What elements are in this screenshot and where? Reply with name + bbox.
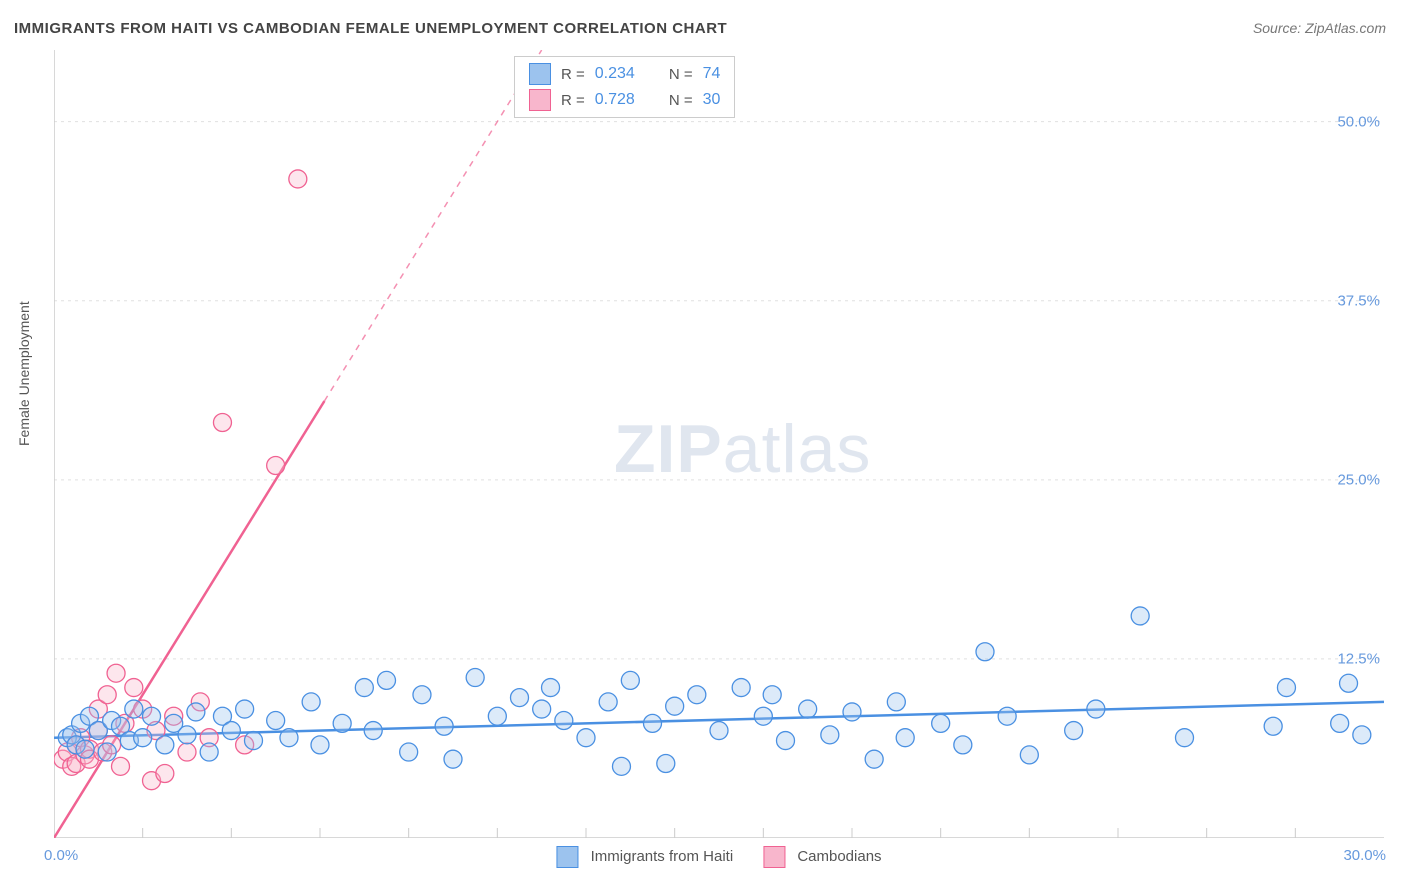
chart-svg [54, 50, 1384, 838]
legend-row-cambodians: R = 0.728 N = 30 [529, 89, 720, 111]
n-value-cambodians: 30 [703, 91, 721, 109]
y-tick-label: 37.5% [1337, 292, 1384, 309]
n-label: N = [669, 92, 693, 109]
swatch-haiti [529, 63, 551, 85]
y-axis-label: Female Unemployment [16, 301, 32, 446]
swatch-cambodians [529, 89, 551, 111]
r-value-haiti: 0.234 [595, 65, 635, 83]
legend-stats: R = 0.234 N = 74 R = 0.728 N = 30 [514, 56, 735, 118]
legend-item-cambodians: Cambodians [763, 846, 881, 868]
plot-area: ZIPatlas R = 0.234 N = 74 R = 0.728 N = … [54, 50, 1384, 838]
n-value-haiti: 74 [703, 65, 721, 83]
legend-series: Immigrants from Haiti Cambodians [556, 846, 881, 868]
chart-title: IMMIGRANTS FROM HAITI VS CAMBODIAN FEMAL… [14, 20, 727, 37]
r-value-cambodians: 0.728 [595, 91, 635, 109]
x-axis-min-label: 0.0% [44, 847, 78, 864]
y-tick-label: 12.5% [1337, 650, 1384, 667]
chart-source: Source: ZipAtlas.com [1253, 20, 1386, 36]
n-label: N = [669, 66, 693, 83]
y-tick-label: 50.0% [1337, 113, 1384, 130]
y-tick-label: 25.0% [1337, 471, 1384, 488]
legend-row-haiti: R = 0.234 N = 74 [529, 63, 720, 85]
legend-item-haiti: Immigrants from Haiti [556, 846, 733, 868]
legend-label-cambodians: Cambodians [797, 848, 881, 865]
swatch-cambodians [763, 846, 785, 868]
r-label: R = [561, 66, 585, 83]
r-label: R = [561, 92, 585, 109]
swatch-haiti [556, 846, 578, 868]
x-axis-max-label: 30.0% [1343, 847, 1386, 864]
legend-label-haiti: Immigrants from Haiti [591, 848, 734, 865]
